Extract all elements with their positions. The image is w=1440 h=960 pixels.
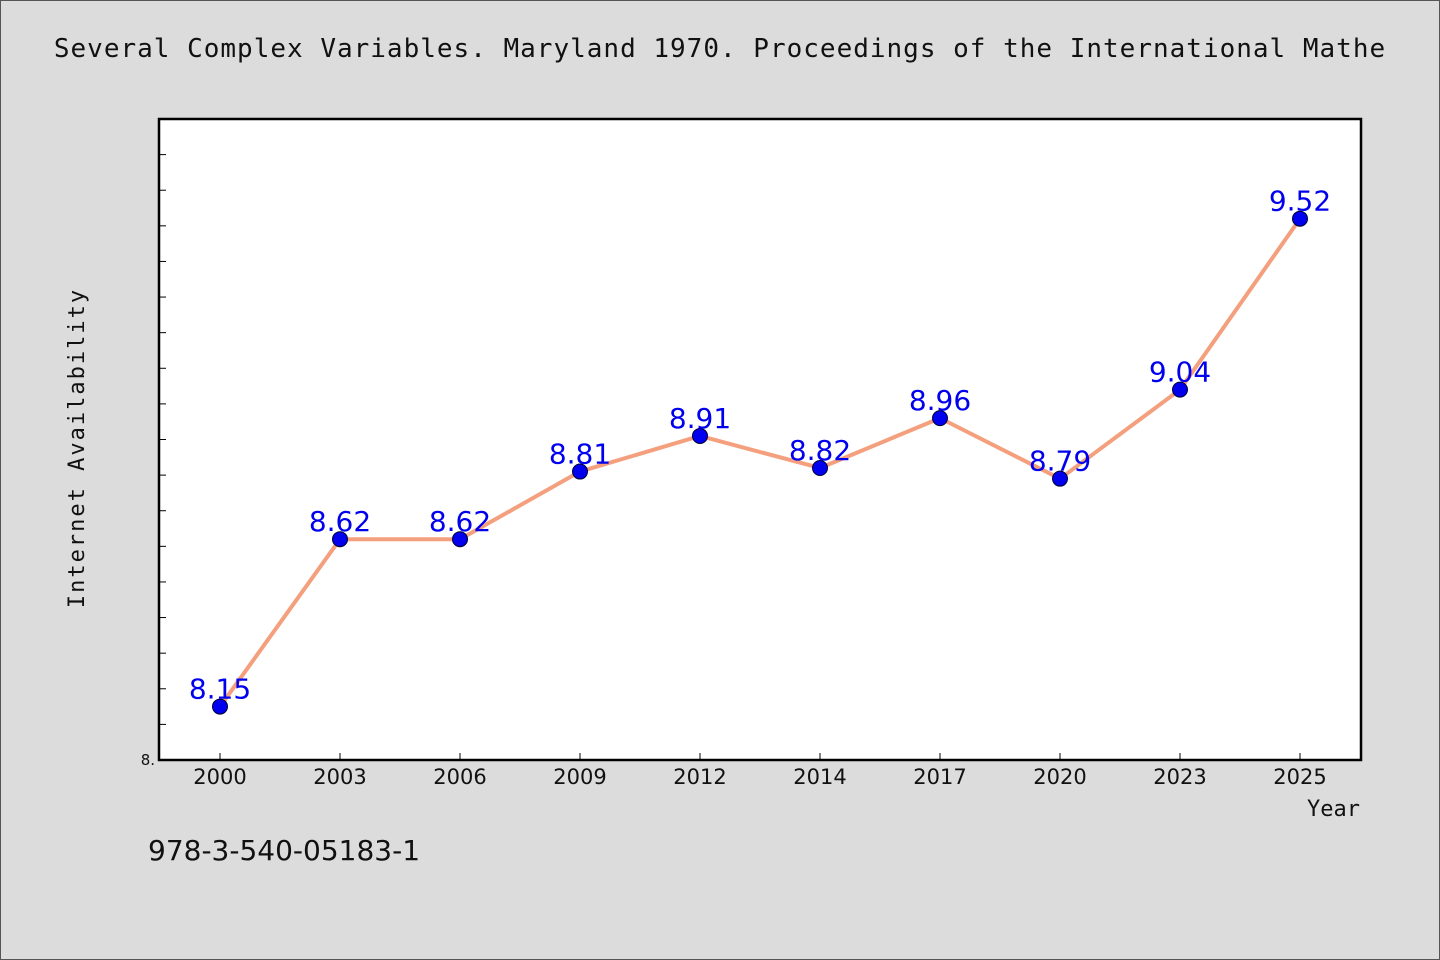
x-axis-label: Year bbox=[1307, 797, 1360, 822]
x-axis-ticks: 2000 2003 2006 2009 2012 2014 2017 2020 2023 2025 bbox=[193, 753, 1327, 789]
data-point bbox=[1052, 470, 1068, 487]
data-point bbox=[1292, 210, 1308, 227]
data-label: 8.79 bbox=[1029, 445, 1091, 478]
data-label: 8.91 bbox=[669, 402, 731, 435]
data-point bbox=[812, 459, 828, 476]
data-label: 9.04 bbox=[1149, 356, 1211, 389]
x-tick-label: 2006 bbox=[433, 765, 486, 789]
data-label: 8.15 bbox=[189, 673, 251, 706]
data-label: 9.52 bbox=[1269, 185, 1331, 218]
y-tick-label: 8. bbox=[141, 751, 155, 769]
data-label: 8.96 bbox=[909, 384, 971, 417]
x-tick-label: 2014 bbox=[793, 765, 846, 789]
series-layer: 8.15 8.62 8.62 8.81 8.91 8.82 8.96 8.79 9.04 9.52 bbox=[189, 185, 1331, 715]
x-tick-label: 2009 bbox=[553, 765, 606, 789]
series-line bbox=[218, 217, 1302, 708]
data-point bbox=[932, 410, 948, 427]
y-axis-label: Internet Availability bbox=[65, 288, 90, 608]
data-point bbox=[692, 427, 708, 444]
data-label: 8.82 bbox=[789, 434, 851, 467]
x-tick-label: 2025 bbox=[1273, 765, 1326, 789]
plot-area bbox=[157, 117, 1363, 762]
data-point bbox=[452, 531, 468, 548]
y-axis-ticks: 8. bbox=[141, 154, 166, 769]
x-tick-label: 2017 bbox=[913, 765, 966, 789]
x-tick-label: 2020 bbox=[1033, 765, 1086, 789]
data-point bbox=[1172, 381, 1188, 398]
data-point bbox=[212, 698, 228, 715]
data-point bbox=[572, 463, 588, 480]
x-tick-label: 2012 bbox=[673, 765, 726, 789]
footer-isbn: 978-3-540-05183-1 bbox=[148, 834, 421, 867]
x-tick-label: 2003 bbox=[313, 765, 366, 789]
data-label: 8.62 bbox=[309, 505, 371, 538]
data-point bbox=[332, 531, 348, 548]
data-label: 8.81 bbox=[549, 438, 611, 471]
chart-title: Several Complex Variables. Maryland 1970… bbox=[53, 34, 1387, 64]
data-label: 8.62 bbox=[429, 505, 491, 538]
x-tick-label: 2023 bbox=[1153, 765, 1206, 789]
x-tick-label: 2000 bbox=[193, 765, 246, 789]
